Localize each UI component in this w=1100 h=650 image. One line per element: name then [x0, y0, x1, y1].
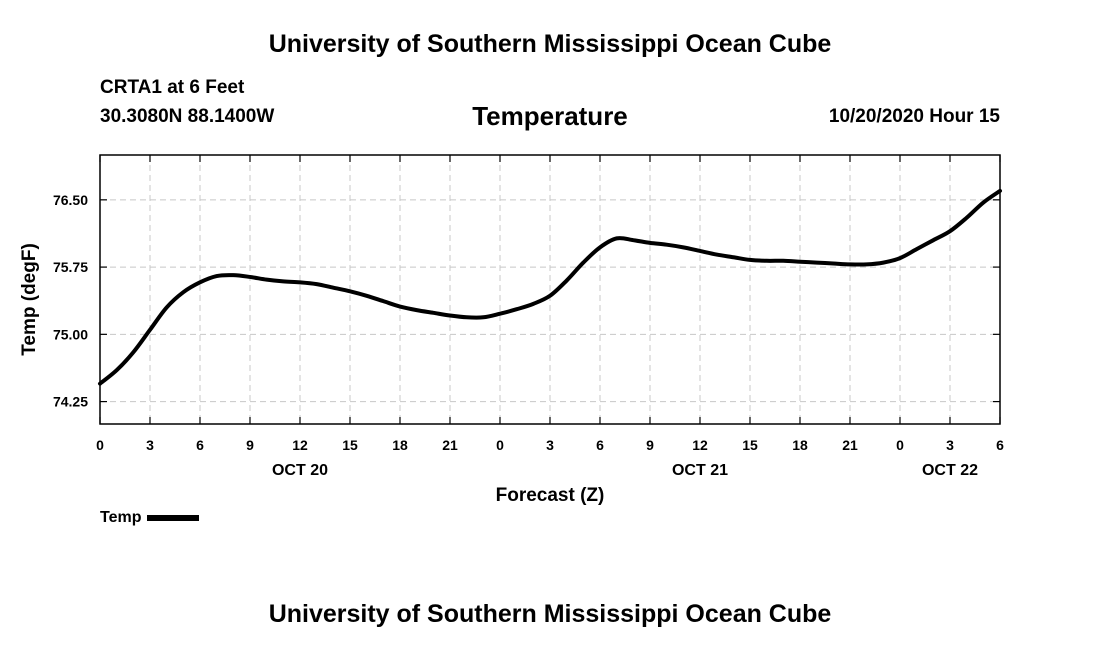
data-point — [649, 242, 651, 244]
data-point — [916, 248, 918, 250]
data-point — [616, 237, 618, 239]
data-point — [549, 295, 551, 297]
data-point — [682, 246, 684, 248]
data-point — [632, 239, 634, 241]
data-point — [816, 262, 818, 264]
data-point — [766, 260, 768, 262]
x-tick-label: 21 — [842, 437, 858, 453]
data-point — [366, 295, 368, 297]
data-point — [482, 316, 484, 318]
org-title-top: University of Southern Mississippi Ocean… — [268, 30, 832, 58]
x-tick-label: 9 — [246, 437, 254, 453]
data-point — [432, 312, 434, 314]
data-point — [116, 369, 118, 371]
data-point — [582, 262, 584, 264]
data-point — [416, 309, 418, 311]
data-point — [299, 281, 301, 283]
y-tick-label: 75.75 — [53, 259, 88, 275]
data-point — [182, 291, 184, 293]
data-point — [782, 260, 784, 262]
data-point — [566, 279, 568, 282]
x-tick-label: 6 — [596, 437, 604, 453]
forecast-run-time: 10/20/2020 Hour 15 — [828, 106, 1000, 127]
chart-title: Temperature — [0, 101, 1100, 132]
data-point — [332, 287, 334, 289]
x-tick-label: 12 — [692, 437, 708, 453]
data-point — [966, 217, 968, 219]
x-tick-label: 0 — [896, 437, 904, 453]
data-point — [132, 351, 134, 353]
legend: Temp — [100, 509, 200, 527]
data-point — [666, 244, 668, 246]
x-tick-label: 15 — [342, 437, 358, 453]
data-point — [149, 329, 151, 331]
y-tick-label: 76.50 — [53, 192, 88, 208]
x-day-label: OCT 20 — [272, 462, 328, 479]
data-point — [599, 246, 601, 248]
data-point — [849, 263, 851, 265]
data-point — [249, 276, 251, 278]
x-tick-label: 3 — [546, 437, 554, 453]
data-point — [932, 239, 934, 241]
y-axis-title: Temp (degF) — [19, 243, 40, 356]
data-point — [899, 257, 901, 259]
data-point — [949, 230, 951, 232]
data-point — [532, 303, 534, 305]
data-point — [716, 253, 718, 256]
data-point — [449, 314, 451, 317]
data-point — [382, 300, 384, 302]
data-point — [832, 262, 834, 265]
station-coordinates: 30.3080N 88.1400W — [100, 106, 275, 127]
x-tick-label: 21 — [442, 437, 458, 453]
data-point — [282, 280, 284, 283]
data-point — [166, 306, 168, 309]
legend-label: Temp — [100, 509, 142, 526]
station-label: CRTA1 at 6 Feet — [100, 77, 245, 98]
x-tick-label: 6 — [996, 437, 1004, 453]
x-tick-label: 12 — [292, 437, 308, 453]
x-tick-label: 6 — [196, 437, 204, 453]
y-tick-label: 74.25 — [53, 394, 88, 410]
data-point — [982, 201, 984, 204]
x-tick-label: 18 — [792, 437, 808, 453]
x-day-label: OCT 21 — [672, 462, 728, 479]
y-tick-label: 75.00 — [53, 326, 88, 342]
x-tick-label: 9 — [646, 437, 654, 453]
x-tick-label: 3 — [146, 437, 154, 453]
x-tick-label: 3 — [946, 437, 954, 453]
x-day-label: OCT 22 — [922, 462, 978, 479]
chart-labels: 0 3 6 9 12 15 18 21 0 3 6 9 12 15 18 21 0 3 6 74.25 75.00 75.… — [19, 192, 1004, 506]
data-point — [266, 279, 268, 281]
x-axis-title: Forecast (Z) — [496, 485, 605, 506]
data-point — [799, 261, 801, 263]
chart-grid — [100, 155, 1000, 424]
data-point — [399, 305, 401, 308]
data-point — [316, 283, 318, 285]
org-title-bottom: University of Southern Mississippi Ocean… — [268, 600, 832, 628]
data-point — [232, 274, 234, 276]
data-point — [732, 256, 734, 258]
x-tick-label: 0 — [96, 437, 104, 453]
data-point — [699, 250, 701, 252]
x-tick-label: 0 — [496, 437, 504, 453]
data-point — [516, 308, 518, 310]
data-point — [882, 262, 884, 264]
x-tick-label: 15 — [742, 437, 758, 453]
chart-ticks — [99, 155, 1001, 424]
data-point — [466, 316, 468, 318]
x-tick-label: 18 — [392, 437, 408, 453]
chart-title-text: Temperature — [472, 101, 628, 131]
data-point — [499, 313, 501, 315]
data-point — [216, 275, 218, 277]
data-point — [349, 290, 351, 292]
data-point — [749, 259, 751, 261]
data-point — [199, 281, 201, 283]
legend-swatch-icon — [147, 514, 200, 521]
data-point — [866, 263, 868, 265]
